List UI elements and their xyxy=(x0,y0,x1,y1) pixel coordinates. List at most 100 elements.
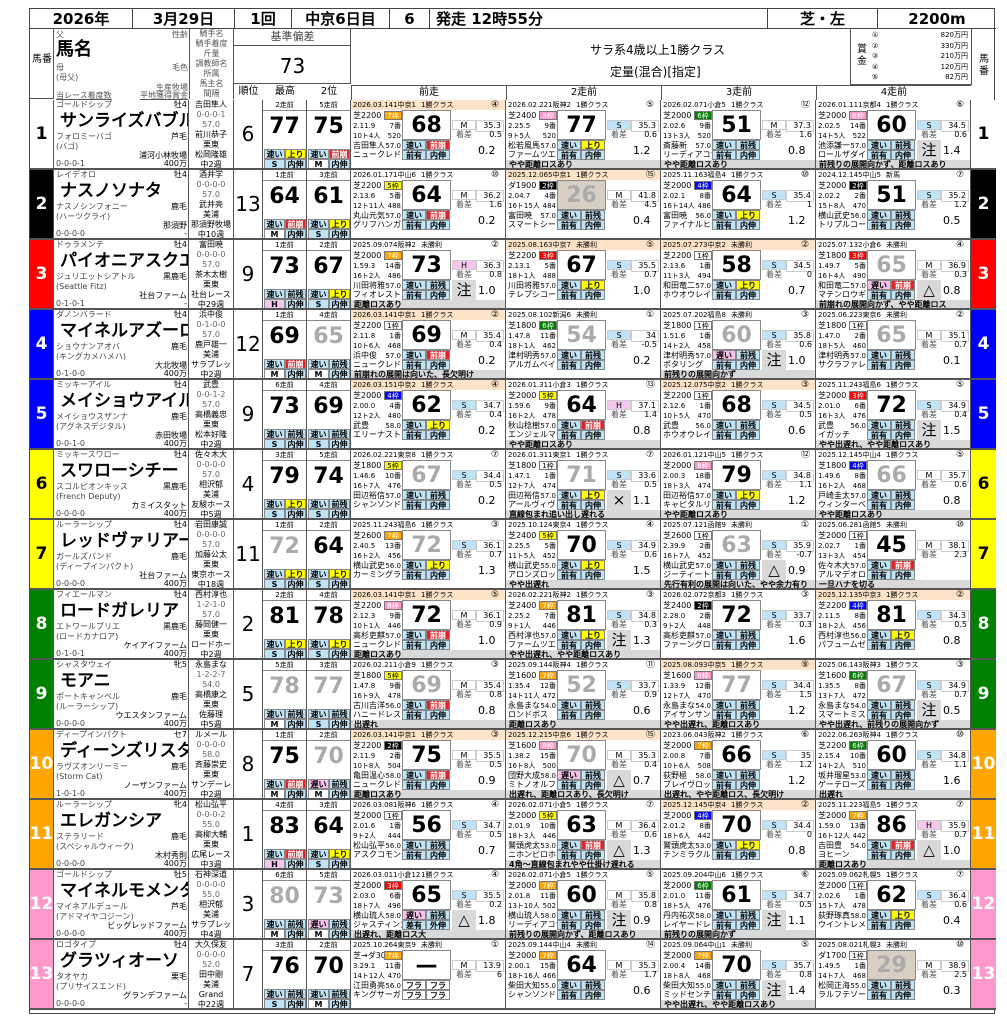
tag: 速い xyxy=(308,849,329,859)
tag: 内伸 xyxy=(329,579,350,588)
past-race-2[interactable]: 2026.02.07 1小倉5 1勝クラス ⑤ 芝2000 稍 7枠 2.01.8 11番 13… xyxy=(506,870,661,940)
past-race-3[interactable]: 2025.11.16 3福島4 1勝クラス ⑩ 芝2000 良 4枠 2.02.1 8番 16ト… xyxy=(661,170,816,240)
past-race-1[interactable]: 2026.03.01 1小倉12 1勝クラス ④ 芝2000 良 3枠 2.03.0 6番 18… xyxy=(351,870,506,940)
past-race-4[interactable]: 2025.12.13 5中京3 1勝クラス ② 芝2200 良 4枠 2.11.5 8番 18ト… xyxy=(816,590,971,660)
past-race-1[interactable]: 2026.03.15 1中京2 1勝クラス ④ 芝2000 良 4枠 2.00.0 4番 12ト… xyxy=(351,380,506,450)
horse-row[interactable]: 12ゴールドシップ牡5マイネルモメンタムマイネアルデュール芦毛(アドマイヤコジー… xyxy=(30,870,996,940)
race-jockey: 浜中俊 xyxy=(353,351,377,360)
past-race-3[interactable]: 2025.07.20 2福島8 未勝利 ③ 芝1800 良 1枠 1.51.6 1番 14ト2人… xyxy=(661,310,816,380)
diff: 1.4 xyxy=(943,144,961,157)
past-race-4[interactable]: 2025.07.13 2小倉6 未勝利 ④ 芝1800 良 3枠 1.49.7 5番 16ト4人… xyxy=(816,240,971,310)
past-race-1[interactable]: 2026.02.21 1小倉9 1勝クラス ③ 芝1800 良 5枠 1.47.8 9番 16ト… xyxy=(351,660,506,730)
past-race-4[interactable]: 2022.06.26 3阪神4 1勝クラス ⑩ 芝2200 良 6枠 2.15.4 10番 14… xyxy=(816,730,971,800)
tag: 上り xyxy=(285,569,306,579)
past-race-2[interactable]: 2025.09.14 4中山4 未勝利 ⑭ 芝2000 良 7枠 2.00.1 15番 18ト1… xyxy=(506,940,661,1010)
body-weight: 446 xyxy=(542,622,556,630)
horse-row[interactable]: 7ルーラーシップ牡4レッドヴァリアートガールズバンド鹿毛(ディープインパクト)社… xyxy=(30,520,996,590)
tag: 内伸 xyxy=(285,509,306,518)
past-race-1[interactable]: 2026.03.14 1中京1 1勝クラス ④ 芝2200 良 7枠 2.11.9 7番 10ト… xyxy=(351,100,506,170)
past-race-3[interactable]: 2025.07.27 3中京2 未勝利 ② 芝2200 良 1枠 2.13.6 1番 11ト3人… xyxy=(661,240,816,310)
carried-weight: 57.0 xyxy=(385,632,401,640)
past-race-1[interactable]: 2026.03.14 1中京1 1勝クラス ② 芝2200 良 1枠 2.11.8 1番 10ト… xyxy=(351,310,506,380)
tag: 内伸 xyxy=(581,640,605,650)
past-race-1[interactable]: 2025.11.24 3福島6 1勝クラス ③ 芝2600 良 7枠 2.40.5 13番 16… xyxy=(351,520,506,590)
horse-row[interactable]: 2 レイデオロ 牡4 ナスノソナタ ナスノシンフォニー 鹿毛 (ハーツクライ) 那須野 0-0-… xyxy=(30,170,996,240)
past-race-4[interactable]: 2026.01.11 1京都4 1勝クラス ⑥ 芝2000 良 8枠 2.02.5 14番 14… xyxy=(816,100,971,170)
jockey-record-header: 騎手着度 xyxy=(195,39,228,48)
past-race-2[interactable]: 2025.08.16 3中京7 未勝利 ⑤ 芝2200 良 3枠 2.13.1 5番 18ト1人… xyxy=(506,240,661,310)
past-race-3[interactable]: 2025.09.20 4中山6 1勝クラス ⑥ 芝2000 良 6枠 2.01.0 11番 18… xyxy=(661,870,816,940)
past-race-3[interactable]: 2025.07.12 1函館9 未勝利 ① 芝2600 良 1枠 2.39.9 2番 16ト7人… xyxy=(661,520,816,590)
past-race-3[interactable]: 2026.02.07 1小倉5 1勝クラス ⑫ 芝2000 稍 6枠 2.02.6 9番 13ト… xyxy=(661,100,816,170)
past-race-1[interactable]: 2025.09.07 4阪神2 未勝利 ② 芝2000 良 7枠 1.59.3 14番 16ト2… xyxy=(351,240,506,310)
best-value: 77 xyxy=(269,114,300,139)
past-race-4[interactable]: 2025.09.06 2札幌5 1勝クラス ⑦ 芝2000 良 1枠 2.02.6 1番 15ト… xyxy=(816,870,971,940)
horse-row[interactable]: 3ドゥラメンテ牡4パイオニアスクエアジュリエットシアトル黒鹿毛(Seattle … xyxy=(30,240,996,310)
race-venue: 1中京1 xyxy=(393,311,416,319)
past-race-3[interactable]: 2025.09.06 4中山1 未勝利 ⑤ 芝2000 良 7枠 2.00.4 14番 18ト8… xyxy=(661,940,816,1010)
past-race-2[interactable]: 2026.02.22 1阪神2 1勝クラス ⑤ 芝2400 良 8枠 2.25.5 9番 9ト5… xyxy=(506,100,661,170)
past-race-3[interactable]: 2025.12.14 5中京4 1勝クラス ② 芝2000 稍 4枠 2.01.2 8番 18ト… xyxy=(661,800,816,870)
tag: 上り xyxy=(736,840,760,850)
past-race-4[interactable]: 2025.11.22 3福島5 1勝クラス ⑦ 芝2000 良 7枠 1.59.0 13番 16… xyxy=(816,800,971,870)
past-race-4[interactable]: 2025.08.02 1札幌3 未勝利 ⑩ ダ1700 良 1枠 1.49.5 1番 14ト7人… xyxy=(816,940,971,1010)
past-race-2[interactable]: 2025.12.21 5中京6 1勝クラス ⑮ 芝1600 稍 8枠 1.38.2 15番 16… xyxy=(506,730,661,800)
past-race-1[interactable]: 2025.10.26 4東京9 未勝利 ① 芝→ダ3000 7枠 3.29.1 11番 14ト1… xyxy=(351,940,506,1010)
past-race-4[interactable]: 2025.06.22 3東京6 未勝利 ② 芝1800 良 1枠 1.47.0 2番 18ト5人… xyxy=(816,310,971,380)
past-race-3[interactable]: 2023.06.04 3阪神2 1勝クラス ⑥ 芝2000 良 7枠 2.00.8 7番 10ト… xyxy=(661,730,816,800)
owner-header: 馬主名 xyxy=(199,79,224,88)
body-weight: 504 xyxy=(387,762,401,770)
frame-badge: 4枠 xyxy=(849,461,867,470)
past-race-2[interactable]: 2025.12.06 5中京1 1勝クラス ⑮ ダ1900 良 2枠 2.04.7 4番 16ト… xyxy=(506,170,661,240)
horse-row[interactable]: 10ディープインパクトセ7ディーンズリスターラヴズオンリーミー鹿毛(Storm … xyxy=(30,730,996,800)
horse-row[interactable]: 9 シャスタウェイ 牝5 モアニ ポートキャンベル 鹿毛 (ルーラーシップ) ウエスタンファー… xyxy=(30,660,996,730)
past-race-4[interactable]: 2025.12.14 5中山4 1勝クラス ⑤ 芝1800 稍 4枠 1.49.6 8番 16ト… xyxy=(816,450,971,520)
field-popularity: 13ト10人 xyxy=(508,902,540,910)
frame-badge: 5枠 xyxy=(384,671,402,680)
tag: 内伸 xyxy=(581,150,605,160)
carried-weight: 54.0 xyxy=(695,702,711,710)
horse-row[interactable]: 4 ダノンバラード 牡4 マイネルアズーロ ショウナンアオバ 鹿毛 (キングカメハメハ) 大北… xyxy=(30,310,996,380)
last-3f: 34.3 xyxy=(941,610,969,622)
tag: S xyxy=(264,649,285,658)
horse-row[interactable]: 13 ロゴタイプ 牡4 グラツィオーソ タオヤカ 栗毛 (プリサイスエンド) グランデファーム… xyxy=(30,940,996,1010)
past-race-4[interactable]: 2025.06.28 1函館5 未勝利 ⑩ 芝2000 稍 1枠 2.02.7 1番 13ト3人… xyxy=(816,520,971,590)
past-race-2[interactable]: 2026.02.07 1小倉5 1勝クラス ⑦ 芝2000 稍 5枠 2.01.9 10番 18… xyxy=(506,800,661,870)
past-race-4[interactable]: 2025.11.24 3福島6 1勝クラス ⑤ 芝2000 良 3枠 2.01.0 6番 16ト… xyxy=(816,380,971,450)
past-race-1[interactable]: 2026.01.17 1中山6 1勝クラス ⑩ 芝2200 良 5枠 2.13.6 5番 12ト… xyxy=(351,170,506,240)
tag: 内伸 xyxy=(891,290,915,300)
race-date: 2026.03.08 xyxy=(353,801,394,809)
past-race-1[interactable]: 2026.03.14 1中京1 1勝クラス ⑤ 芝2200 良 8枠 2.12.3 9番 10ト… xyxy=(351,590,506,660)
past-race-1[interactable]: 2026.02.22 1東京8 1勝クラス ⑦ 芝1800 良 5枠 1.46.6 10番 16… xyxy=(351,450,506,520)
past-race-4[interactable]: 2025.06.14 3阪神3 1勝クラス ③ 芝1600 重 6枠 1.35.5 8番 13ト… xyxy=(816,660,971,730)
past-race-2[interactable]: 2025.09.14 4阪神4 1勝クラス ⑪ 芝1600 良 7枠 1.35.4 12番 14… xyxy=(506,660,661,730)
tag: 上り xyxy=(329,849,350,859)
earnings: 400万 xyxy=(163,789,187,798)
past-race-1[interactable]: 2026.03.08 1阪神6 1勝クラス ④ 芝2000 良 1枠 2.01.6 1番 9ト2… xyxy=(351,800,506,870)
tag: 前崩 xyxy=(891,560,915,570)
horse-row[interactable]: 8 フィエールマン 牡4 ロードガレリア エトワールブリエ 黒鹿毛 (ロードカナロア) ケイア… xyxy=(30,590,996,660)
horse-row[interactable]: 6 ミッキースワロー 牡4 スワローシチー スコルピオンキッス 黒鹿毛 (French De… xyxy=(30,450,996,520)
past-race-3[interactable]: 2026.02.07 2京都3 1勝クラス ③ 芝2400 良 2枠 2.28.0 2番 9ト2… xyxy=(661,590,816,660)
past-race-1[interactable]: 2026.03.14 1中京1 1勝クラス ③ 芝2200 良 2枠 2.11.9 2番 10ト… xyxy=(351,730,506,800)
past-race-2[interactable]: 2025.10.12 4東京4 1勝クラス ④ 芝2400 良 5枠 2.25.5 5番 11ト… xyxy=(506,520,661,590)
past-race-3[interactable]: 2025.12.07 5中京2 1勝クラス ③ 芝2200 良 1枠 2.12.6 1番 10ト… xyxy=(661,380,816,450)
carried-weight: 57.0 xyxy=(850,142,866,150)
race-venue: 4東京9 xyxy=(393,941,416,949)
past-race-3[interactable]: 2026.01.12 1中山5 1勝クラス ⑫ 芝2000 良 8枠 2.00.3 18番 18… xyxy=(661,450,816,520)
gate-number: 15番 xyxy=(540,962,556,970)
pace: S xyxy=(917,120,941,130)
past-race-2[interactable]: 2026.02.22 1阪神2 1勝クラス ③ 芝2400 良 7枠 2.25.2 7番 9ト1… xyxy=(506,590,661,660)
past-race-2[interactable]: 2026.01.31 1小倉3 1勝クラス ⑬ 芝2000 良 5枠 1.59.6 9番 16ト… xyxy=(506,380,661,450)
speed-figure: 26 xyxy=(557,180,606,210)
horse-row[interactable]: 1 ゴールドシップ 牡4 サンライズバブル フォロミーバゴ 芦毛 (バゴ) 浦河小林牧場 0-0… xyxy=(30,100,996,170)
past-race-3[interactable]: 2025.08.09 3中京5 1勝クラス ⑨ 芝1600 良 8枠 1.33.9 12番 12… xyxy=(661,660,816,730)
past-race-2[interactable]: 2026.01.31 1東京1 1勝クラス ⑦ 芝1800 良 1枠 1.47.1 1番 12ト… xyxy=(506,450,661,520)
horse-row[interactable]: 11 ルーラーシップ 牝4 エレガンシア ステラリード 鹿毛 (スペシャルウィーク) 木村秀則… xyxy=(30,800,996,870)
race-time: 2.13.6 xyxy=(663,262,686,270)
horse-row[interactable]: 5 ミッキーアイル 牡4 メイショウアイル メイショウスザンナ 鹿毛 (アグネスデジタル) 赤… xyxy=(30,380,996,450)
past-race-4[interactable]: 2024.12.14 5中山5 新馬 ⑦ 芝2000 良 2枠 2.02.2 2番 15ト8人 4… xyxy=(816,170,971,240)
tag: 前崩 xyxy=(426,770,450,780)
past-race-2[interactable]: 2025.08.10 2新潟6 未勝利 ① 芝1800 稍 6枠 1.47.8 11番 18ト1… xyxy=(506,310,661,380)
carried-weight: 58.0 xyxy=(850,912,866,920)
